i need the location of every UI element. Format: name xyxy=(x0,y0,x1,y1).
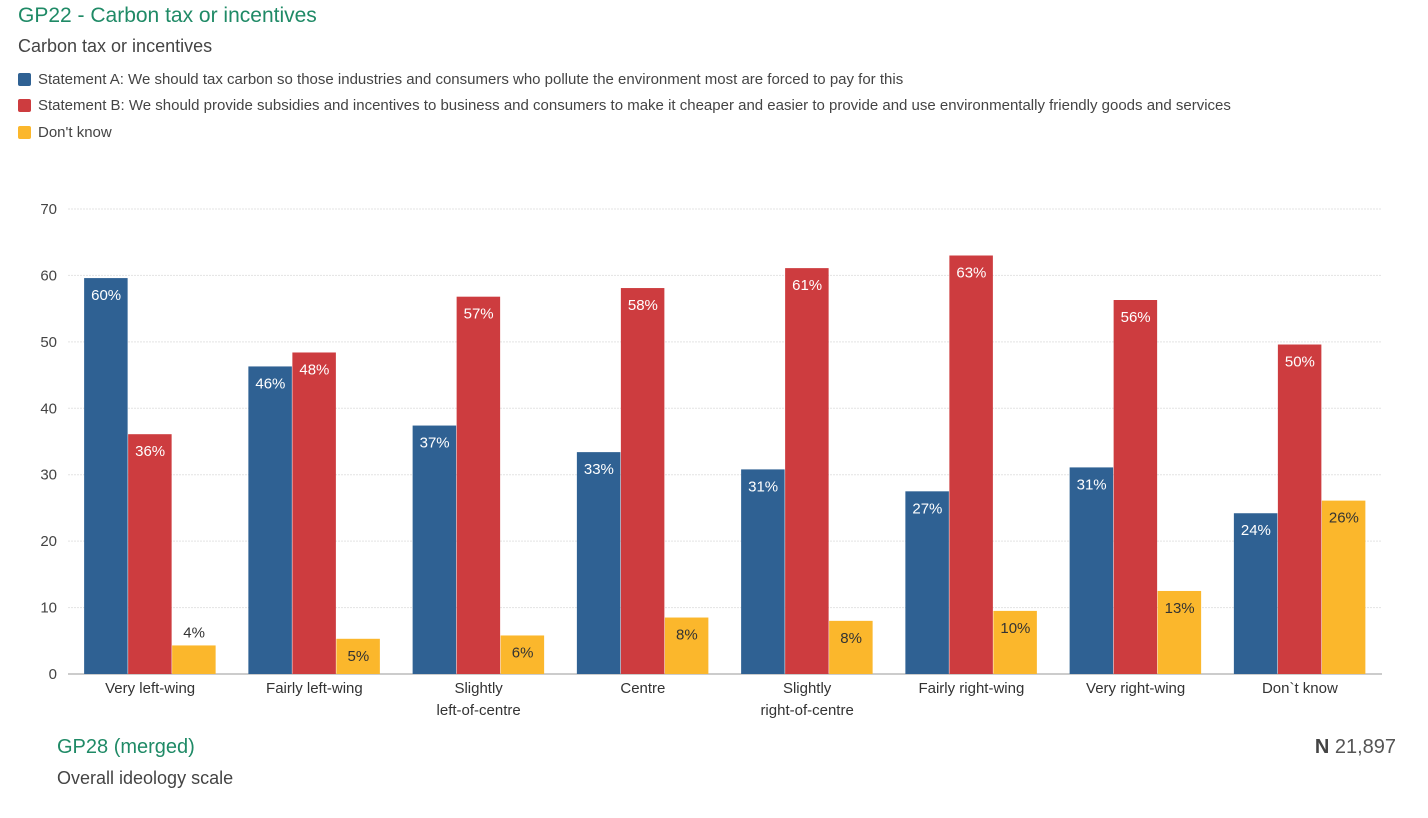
x-tick-label: Fairly right-wing xyxy=(918,680,1024,697)
y-tick-label: 60 xyxy=(40,267,57,284)
legend-label-statement-a: Statement A: We should tax carbon so tho… xyxy=(38,70,904,88)
variable-description: Overall ideology scale xyxy=(57,768,234,788)
x-tick-label: Don`t know xyxy=(1262,680,1338,697)
bar-statement-b xyxy=(456,296,501,674)
data-label: 13% xyxy=(1165,600,1195,617)
x-tick-label: Very left-wing xyxy=(105,680,195,697)
bar-statement-a xyxy=(905,491,949,674)
x-tick-label: Slightly xyxy=(783,680,832,697)
data-label: 8% xyxy=(676,627,698,644)
data-label: 46% xyxy=(255,375,285,392)
x-tick-label: Fairly left-wing xyxy=(266,680,363,697)
y-tick-label: 10 xyxy=(40,600,57,617)
bar-statement-b xyxy=(949,255,993,674)
x-tick-label: right-of-centre xyxy=(760,702,853,719)
bar-statement-b xyxy=(1277,344,1322,674)
bar-dont-know xyxy=(993,610,1037,674)
data-label: 63% xyxy=(956,265,986,282)
data-label: 31% xyxy=(1077,476,1107,493)
bar-statement-a xyxy=(1233,513,1278,674)
data-label: 10% xyxy=(1000,620,1030,637)
legend-label-statement-b: Statement B: We should provide subsidies… xyxy=(38,97,1231,115)
data-label: 8% xyxy=(840,630,862,647)
sample-size: N 21,897 xyxy=(1315,736,1396,759)
data-label: 24% xyxy=(1241,522,1271,539)
legend-swatch-dont-know xyxy=(18,125,31,139)
legend-swatch-statement-a xyxy=(18,72,31,86)
legend-item-statement-b[interactable]: Statement B: We should provide subsidies… xyxy=(18,93,1231,120)
bar-dont-know xyxy=(1157,590,1202,674)
bar-statement-a xyxy=(1069,467,1114,674)
data-label: 36% xyxy=(135,443,165,460)
data-label: 6% xyxy=(512,644,534,661)
x-tick-label: left-of-centre xyxy=(437,702,521,719)
legend-label-dont-know: Don't know xyxy=(38,123,112,141)
bar-dont-know xyxy=(1321,500,1366,674)
data-label: 31% xyxy=(748,478,778,495)
bar-statement-a xyxy=(576,452,621,674)
bar-statement-a xyxy=(248,366,292,674)
data-label: 33% xyxy=(584,461,614,478)
data-label: 26% xyxy=(1329,510,1359,527)
data-label: 37% xyxy=(420,435,450,452)
bar-dont-know xyxy=(500,635,545,674)
data-label: 27% xyxy=(912,500,942,517)
y-tick-label: 20 xyxy=(40,533,57,550)
data-label: 57% xyxy=(464,306,494,323)
bar-dont-know xyxy=(664,617,709,674)
bar-dont-know xyxy=(336,638,380,674)
y-tick-label: 40 xyxy=(40,400,57,417)
y-tick-label: 0 xyxy=(49,666,57,683)
bar-statement-b xyxy=(785,268,829,674)
chart-subtitle: Carbon tax or incentives xyxy=(18,36,213,56)
sample-size-label: N xyxy=(1314,736,1330,758)
legend-swatch-statement-b xyxy=(18,99,31,113)
data-label: 4% xyxy=(183,624,205,641)
x-tick-label: Centre xyxy=(620,680,665,697)
bar-dont-know xyxy=(172,645,216,674)
data-label: 56% xyxy=(1121,309,1151,326)
data-label: 50% xyxy=(1285,354,1315,371)
bar-statement-a xyxy=(412,425,457,674)
y-tick-label: 70 xyxy=(40,201,57,218)
y-tick-label: 30 xyxy=(40,467,57,484)
bar-chart: 0 10 20 30 40 50 60 70 60% 36% 4% Very left-wing 46%… xyxy=(40,201,1382,719)
bar-statement-b xyxy=(292,352,336,674)
bar-statement-a xyxy=(741,469,785,674)
bar-dont-know xyxy=(829,620,873,674)
variable-name[interactable]: GP28 (merged) xyxy=(57,736,195,758)
legend-item-statement-a[interactable]: Statement A: We should tax carbon so tho… xyxy=(18,66,1231,93)
data-label: 5% xyxy=(348,648,370,665)
x-tick-label: Very right-wing xyxy=(1086,680,1185,697)
bar-statement-b xyxy=(1113,300,1158,674)
bar-statement-b xyxy=(620,288,665,674)
x-tick-label: Slightly xyxy=(454,680,503,697)
bar-statement-b xyxy=(128,434,172,674)
data-label: 60% xyxy=(91,287,121,304)
data-label: 48% xyxy=(299,361,329,378)
data-label: 58% xyxy=(628,297,658,314)
data-label: 61% xyxy=(792,277,822,294)
legend-item-dont-know[interactable]: Don't know xyxy=(18,119,1231,146)
y-tick-label: 50 xyxy=(40,334,57,351)
bar-statement-a xyxy=(84,278,128,674)
sample-size-value: 21,897 xyxy=(1334,736,1396,758)
legend: Statement A: We should tax carbon so tho… xyxy=(18,66,1231,146)
chart-title: GP22 - Carbon tax or incentives xyxy=(18,4,317,27)
